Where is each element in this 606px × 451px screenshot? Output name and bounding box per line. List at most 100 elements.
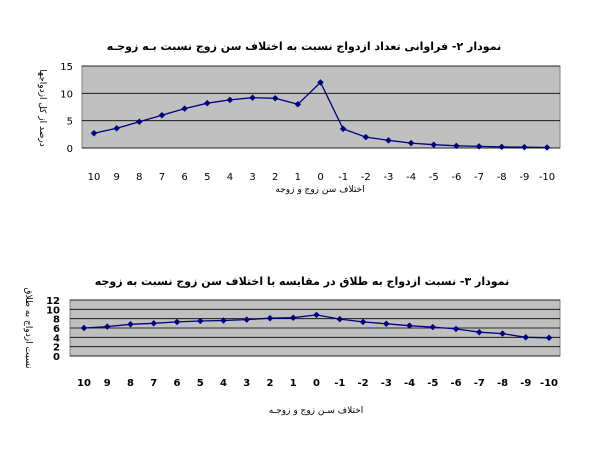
c2-x-tick-label: -6	[450, 378, 461, 389]
c1-data-point	[430, 141, 438, 149]
chart2-points	[80, 311, 553, 342]
c2-x-tick-label: -4	[404, 378, 415, 389]
c2-data-point	[545, 334, 553, 342]
chart2-y-axis-label: نسبت ازدواج به طلاق	[23, 287, 33, 368]
c2-data-point	[336, 315, 344, 323]
chart1-title: نمودار ۲- فراوانی تعداد ازدواج نسبت به ا…	[107, 40, 501, 54]
chart-frequency: نمودار ۲- فراوانی تعداد ازدواج نسبت به ا…	[37, 40, 561, 195]
c1-x-tick-label: -9	[519, 172, 529, 183]
c2-x-tick-label: -5	[427, 378, 438, 389]
c2-data-point	[150, 319, 158, 327]
c2-x-tick-label: 5	[197, 378, 204, 389]
c1-y-tick-label: 5	[67, 117, 73, 128]
c1-x-tick-label: -4	[406, 172, 416, 183]
c1-x-tick-label: 7	[159, 172, 165, 183]
c2-data-point	[289, 314, 297, 322]
c2-x-tick-label: -3	[381, 378, 392, 389]
c2-x-tick-label: 9	[104, 378, 111, 389]
c1-x-tick-label: -10	[539, 172, 555, 183]
c2-y-tick-label: 10	[46, 305, 60, 316]
c1-data-point	[543, 144, 551, 151]
c1-x-tick-label: 4	[227, 172, 233, 183]
c2-x-tick-label: 4	[220, 378, 227, 389]
c2-data-point	[103, 323, 111, 330]
c2-x-tick-label: 3	[243, 378, 250, 389]
c1-data-point	[181, 105, 188, 112]
c2-y-tick-label: 4	[53, 333, 60, 344]
c1-x-tick-label: 1	[295, 172, 301, 183]
c2-y-tick-label: 2	[53, 343, 60, 354]
c2-data-point	[173, 318, 181, 326]
c1-x-tick-label: 9	[113, 172, 119, 183]
c2-x-tick-label: 10	[77, 378, 91, 389]
chart1-plot-area	[81, 65, 561, 149]
c1-data-point	[520, 143, 528, 151]
c2-y-tick-label: 12	[46, 296, 60, 307]
c2-data-point	[266, 314, 274, 322]
c1-x-tick-label: -2	[361, 172, 371, 183]
c1-x-tick-label: -8	[497, 172, 507, 183]
c1-y-tick-label: 15	[60, 62, 73, 73]
c1-x-tick-label: -5	[429, 172, 439, 183]
chart2-x-axis-label: اختلاف سـن زوج و زوجـه	[269, 406, 364, 416]
c2-y-tick-label: 0	[53, 352, 60, 363]
c1-x-tick-label: 0	[317, 172, 323, 183]
chart1-y-axis-label: درصد از کل ازدواجها	[37, 69, 47, 146]
c1-data-point	[249, 94, 256, 102]
c1-y-tick-label: 0	[67, 144, 73, 155]
c2-x-tick-label: 8	[127, 378, 134, 389]
c2-x-tick-label: -1	[334, 378, 345, 389]
c1-data-point	[385, 136, 392, 144]
chart2-x-ticks: 10 9 8 7 6 5 4 3 2 1 0 -1 -2 -3 -4 -5 -6 -7 -8 -9 -10	[77, 378, 558, 389]
c2-x-tick-label: -10	[540, 378, 558, 389]
chart2-gridlines	[70, 299, 560, 357]
c2-x-tick-label: 0	[313, 378, 320, 389]
c1-data-point	[294, 100, 302, 108]
c2-x-tick-label: 6	[174, 378, 181, 389]
c1-data-point	[317, 79, 324, 86]
c1-data-point	[339, 125, 347, 133]
chart1-points	[90, 79, 551, 151]
c1-x-tick-label: 6	[181, 172, 187, 183]
c1-data-point	[362, 133, 370, 141]
c1-x-tick-label: 3	[249, 172, 255, 183]
chart-ratio: نمودار ۳- نسبت ازدواج به طلاق در مقایسه …	[23, 275, 561, 416]
chart1-x-ticks: 10 9 8 7 6 5 4 3 2 1 0 -1 -2 -3 -4 -5 -6 -7 -8 -9 -10	[88, 172, 556, 183]
c1-data-point	[453, 142, 460, 150]
c2-data-point	[243, 316, 251, 323]
c1-data-point	[475, 143, 483, 150]
c2-x-tick-label: 2	[267, 378, 274, 389]
c2-data-point	[499, 330, 506, 337]
c2-data-point	[452, 325, 460, 333]
c2-data-point	[429, 323, 437, 331]
c2-x-tick-label: 7	[150, 378, 157, 389]
c2-x-tick-label: 1	[290, 378, 297, 389]
c2-data-point	[475, 328, 483, 336]
c1-x-tick-label: 5	[204, 172, 210, 183]
c1-data-point	[135, 118, 143, 126]
c2-x-tick-label: -7	[474, 378, 485, 389]
c2-data-point	[196, 317, 204, 325]
c1-x-tick-label: -3	[383, 172, 393, 183]
c2-data-point	[382, 320, 390, 328]
c2-data-point	[220, 317, 227, 324]
c2-data-point	[80, 324, 88, 332]
c1-x-tick-label: 10	[88, 172, 101, 183]
c1-data-point	[203, 99, 211, 107]
c1-x-tick-label: -6	[451, 172, 461, 183]
c1-data-point	[90, 129, 98, 137]
c1-x-tick-label: 8	[136, 172, 142, 183]
chart2-title: نمودار ۳- نسبت ازدواج به طلاق در مقایسه …	[95, 275, 509, 289]
c2-x-tick-label: -8	[497, 378, 508, 389]
c1-data-point	[158, 111, 166, 119]
c1-y-tick-label: 10	[60, 89, 73, 100]
c1-x-tick-label: 2	[272, 172, 278, 183]
c1-data-point	[407, 139, 415, 147]
c1-x-tick-label: -7	[474, 172, 484, 183]
c2-y-tick-label: 6	[53, 324, 60, 335]
c2-x-tick-label: -2	[357, 378, 368, 389]
c2-data-point	[359, 318, 367, 326]
c2-data-point	[522, 333, 530, 341]
